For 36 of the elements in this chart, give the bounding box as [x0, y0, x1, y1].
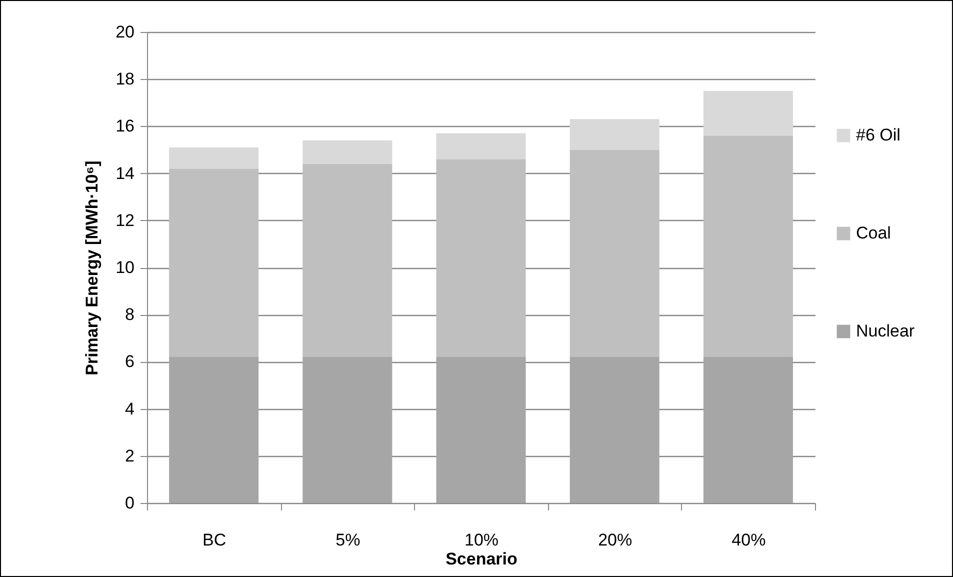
y-tick-label: 14: [116, 164, 134, 183]
bar: [302, 164, 392, 357]
y-tick-label: 4: [125, 399, 134, 418]
y-tick-label: 0: [125, 494, 134, 512]
bar: [302, 140, 392, 164]
y-tick-label: 20: [116, 22, 134, 42]
x-tick-label: 40%: [732, 530, 766, 550]
y-tick-label: 12: [116, 210, 134, 230]
bar: [302, 356, 392, 503]
legend-label: Nuclear: [856, 322, 915, 340]
bar: [436, 159, 526, 357]
y-tick-label: 18: [116, 70, 134, 89]
bar: [570, 119, 660, 150]
bar: [703, 356, 793, 503]
x-tick-label: BC: [202, 530, 226, 550]
y-tick-label: 6: [125, 352, 134, 372]
bar: [169, 168, 259, 357]
legend-label: Coal: [856, 224, 891, 242]
x-tick-label: 10%: [464, 530, 499, 550]
y-tick-label: 8: [125, 305, 134, 324]
bar: [703, 90, 793, 136]
x-tick-label: 20%: [598, 530, 632, 550]
legend-label: #6 Oil: [856, 126, 900, 144]
y-tick-label: 16: [116, 116, 134, 136]
bar: [436, 133, 526, 160]
x-axis-title: Scenario: [446, 550, 518, 568]
bar: [570, 356, 660, 503]
y-tick-label: 10: [116, 258, 134, 277]
y-axis-title: Primary Energy [MWh·10⁶]: [82, 160, 102, 376]
bar: [570, 150, 660, 357]
bar: [169, 147, 259, 169]
bar: [436, 356, 526, 503]
x-tick-label: 5%: [336, 530, 360, 550]
y-tick-label: 2: [125, 446, 134, 466]
bar: [703, 136, 793, 357]
bar: [169, 356, 259, 503]
